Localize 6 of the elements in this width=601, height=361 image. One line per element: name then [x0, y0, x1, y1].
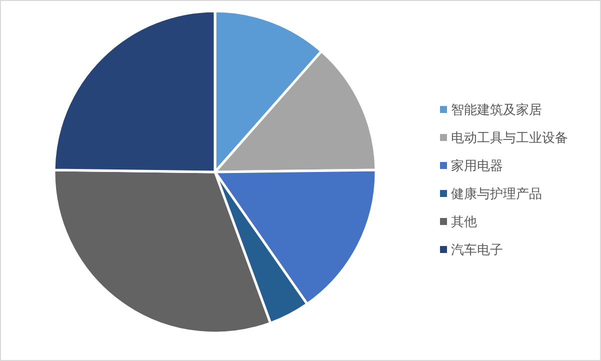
legend-label: 汽车电子: [451, 243, 503, 258]
legend-label: 家用电器: [451, 158, 503, 174]
legend-label: 电动工具与工业设备: [451, 131, 568, 146]
legend-label: 健康与护理产品: [451, 187, 542, 202]
legend-label: 智能建筑及家居: [451, 102, 542, 118]
legend-label: 其他: [451, 215, 477, 230]
